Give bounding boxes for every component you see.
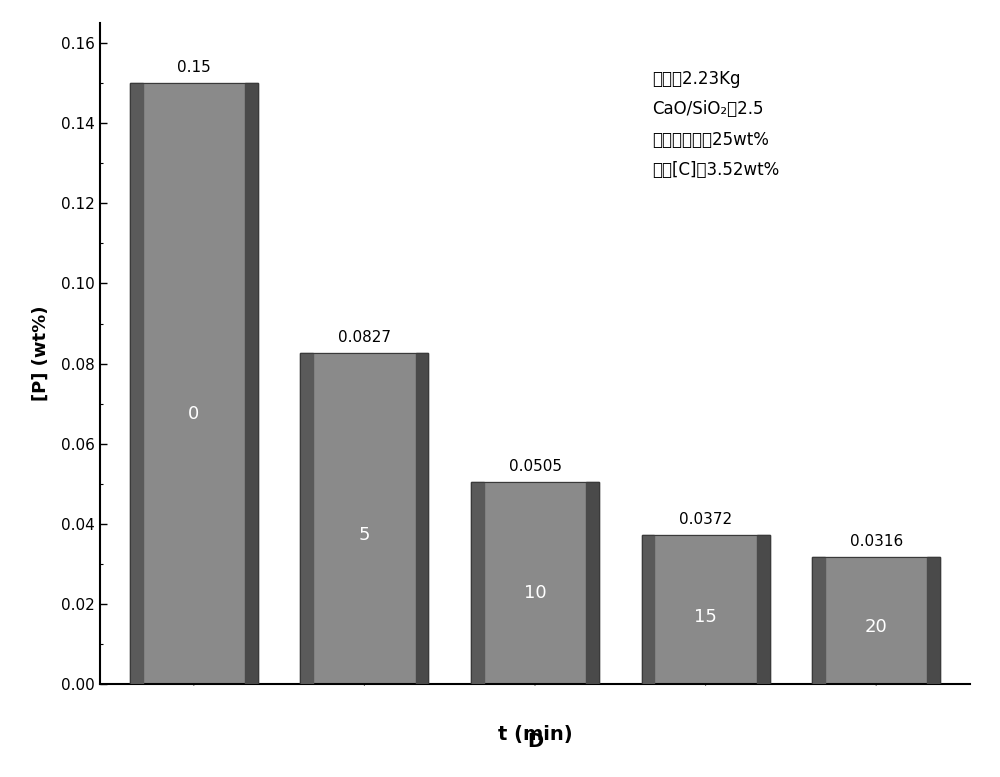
Bar bbox=[812, 557, 940, 684]
Text: 0.0316: 0.0316 bbox=[850, 535, 903, 549]
X-axis label: t (min): t (min) bbox=[498, 726, 572, 744]
Bar bbox=[130, 83, 258, 684]
Bar bbox=[471, 482, 599, 684]
Bar bbox=[642, 535, 770, 684]
Bar bbox=[300, 353, 313, 684]
Text: 0.0505: 0.0505 bbox=[509, 458, 562, 474]
Bar bbox=[927, 557, 940, 684]
Bar bbox=[416, 353, 428, 684]
Bar bbox=[471, 482, 599, 684]
Text: 10: 10 bbox=[524, 584, 546, 602]
Bar bbox=[471, 482, 484, 684]
Bar bbox=[586, 482, 599, 684]
Bar bbox=[812, 557, 825, 684]
Bar bbox=[245, 83, 258, 684]
Text: 0.0372: 0.0372 bbox=[679, 512, 732, 527]
Bar bbox=[300, 353, 428, 684]
Text: 15: 15 bbox=[694, 608, 717, 625]
Bar bbox=[642, 535, 654, 684]
Bar bbox=[130, 83, 258, 684]
Text: 生鐵：2.23Kg
CaO/SiO₂：2.5
复合铁酸馒：25wt%
终点[C]：3.52wt%: 生鐵：2.23Kg CaO/SiO₂：2.5 复合铁酸馒：25wt% 终点[C]… bbox=[652, 70, 780, 179]
Y-axis label: [P] (wt%): [P] (wt%) bbox=[32, 306, 50, 401]
Bar bbox=[300, 353, 428, 684]
Text: D: D bbox=[527, 732, 543, 751]
Bar bbox=[130, 83, 143, 684]
Bar bbox=[642, 535, 770, 684]
Text: 5: 5 bbox=[359, 526, 370, 544]
Text: 0: 0 bbox=[188, 405, 199, 423]
Text: 20: 20 bbox=[865, 618, 888, 636]
Text: 0.0827: 0.0827 bbox=[338, 329, 391, 345]
Bar bbox=[812, 557, 940, 684]
Text: 0.15: 0.15 bbox=[177, 61, 211, 75]
Bar bbox=[757, 535, 770, 684]
